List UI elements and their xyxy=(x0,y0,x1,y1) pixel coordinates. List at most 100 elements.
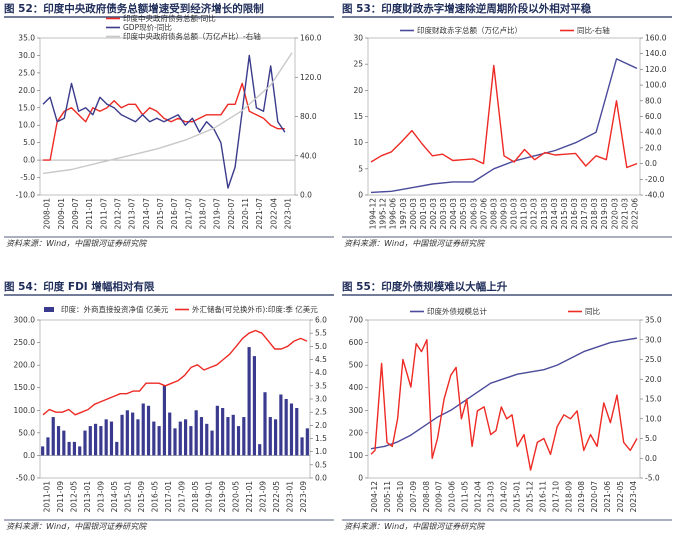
right-tick-label: 4.5 xyxy=(315,355,327,364)
x-tick-label: 2017-03 xyxy=(580,198,589,230)
x-tick-label: 2019-09 xyxy=(218,481,227,513)
left-tick-label: 30.0 xyxy=(18,51,35,60)
left-tick-label: 20 xyxy=(353,86,363,95)
legend-label: 印度中央政府债务总额（万亿卢比）-右轴 xyxy=(123,31,261,41)
x-tick-label: 2009-01 xyxy=(57,198,66,230)
left-tick-label: 200 xyxy=(349,428,364,437)
left-tick-label: 10.0 xyxy=(18,121,35,130)
x-tick-label: 2020-05 xyxy=(231,481,240,513)
bar xyxy=(78,446,82,456)
bar xyxy=(94,423,98,456)
x-tick-label: 2021-07 xyxy=(255,198,264,230)
bar xyxy=(247,347,251,456)
x-tick-label: 2008-03 xyxy=(489,198,498,230)
bar xyxy=(72,441,76,456)
bar xyxy=(189,426,193,456)
x-tick-label: 2011-09 xyxy=(56,481,65,513)
x-tick-label: 2021-09 xyxy=(258,481,267,513)
bar xyxy=(252,356,256,456)
x-tick-label: 1997-03 xyxy=(399,198,408,230)
x-tick-label: 2014-07 xyxy=(142,198,151,230)
bar xyxy=(83,430,87,456)
right-tick-label: 5.0 xyxy=(315,342,327,351)
x-tick-label: 1995-12 xyxy=(379,198,388,230)
legend-label: 同比-右轴 xyxy=(577,25,610,35)
left-tick-label: 0.0 xyxy=(23,451,35,460)
right-tick-label: 0.0 xyxy=(645,159,657,168)
right-tick-label: 0.0 xyxy=(645,454,657,463)
left-tick-label: 300.0 xyxy=(14,316,36,325)
x-tick-label: 1996-06 xyxy=(389,198,398,230)
x-tick-label: 2011-03 xyxy=(520,198,529,230)
right-tick-label: -5.0 xyxy=(645,474,660,483)
x-tick-label: 2016-11 xyxy=(538,481,547,513)
x-tick-label: 2007-09 xyxy=(409,481,418,513)
bar xyxy=(226,417,230,456)
right-tick-label: 3.0 xyxy=(315,395,327,404)
bar xyxy=(178,421,182,456)
x-tick-label: 1994-12 xyxy=(369,198,378,230)
x-tick-label: 2008-08 xyxy=(422,481,431,513)
x-tick-label: 2018-09 xyxy=(564,481,573,513)
left-tick-label: 15 xyxy=(353,112,363,121)
bar xyxy=(131,412,135,456)
x-tick-label: 2013-07 xyxy=(128,198,137,230)
bar xyxy=(258,444,262,456)
plot-frame xyxy=(39,37,296,196)
x-tick-label: 2018-05 xyxy=(191,481,200,513)
bar xyxy=(184,419,188,456)
bar xyxy=(221,408,225,456)
bar xyxy=(284,399,288,456)
bar xyxy=(88,426,92,456)
bar xyxy=(120,414,124,456)
x-tick-label: 2015-07 xyxy=(156,198,165,230)
right-tick-label: 25.0 xyxy=(645,355,662,364)
left-tick-label: -50.0 xyxy=(16,474,36,483)
x-tick-label: 2009-07 xyxy=(435,481,444,513)
bar xyxy=(157,426,161,456)
legend-label: 印度外债规模总计 xyxy=(427,306,487,316)
left-tick-label: 250.0 xyxy=(14,338,36,347)
x-tick-label: 2015-12 xyxy=(525,481,534,513)
bar xyxy=(300,437,304,456)
left-tick-label: 30 xyxy=(353,34,363,43)
series-line xyxy=(42,54,286,189)
x-tick-label: 2010-03 xyxy=(510,198,519,230)
x-tick-label: 2014-03 xyxy=(550,198,559,230)
x-tick-label: 2005-03 xyxy=(459,198,468,230)
x-tick-label: 2022-04 xyxy=(269,198,278,230)
x-tick-label: 2019-01 xyxy=(204,481,213,513)
chart-title: 图 54：印度 FDI 增幅相对有限 xyxy=(4,280,155,293)
left-tick-label: -5.0 xyxy=(20,173,35,182)
x-tick-label: 2009-03 xyxy=(500,198,509,230)
x-tick-label: 2014-02 xyxy=(500,481,509,513)
x-tick-label: 2000-03 xyxy=(409,198,418,230)
left-tick-label: 400 xyxy=(349,383,364,392)
bar xyxy=(268,417,272,456)
bar xyxy=(51,417,55,456)
right-tick-label: 60.0 xyxy=(645,112,662,121)
right-tick-label: 5.5 xyxy=(315,329,327,338)
right-tick-label: 0.5 xyxy=(315,460,327,469)
x-tick-label: 2016-05 xyxy=(150,481,159,513)
left-tick-label: 0 xyxy=(358,191,363,200)
source-note: 资料来源：Wind，中国银河证券研究院 xyxy=(6,239,148,248)
bar xyxy=(210,430,214,456)
x-tick-label: 2011-01 xyxy=(42,481,51,513)
bar xyxy=(242,417,246,456)
right-tick-label: 0.0 xyxy=(300,191,312,200)
x-tick-label: 2013-03 xyxy=(540,198,549,230)
x-tick-label: 2020-07 xyxy=(590,481,599,513)
legend-label: 同比 xyxy=(585,306,600,316)
x-tick-label: 2019-08 xyxy=(577,481,586,513)
x-tick-label: 2017-01 xyxy=(164,481,173,513)
right-tick-label: 40.0 xyxy=(645,128,662,137)
chart-title: 图 52：印度中央政府债务总额增速受到经济增长的限制 xyxy=(4,2,264,15)
bar xyxy=(231,414,235,456)
left-tick-label: 35.0 xyxy=(18,34,35,43)
x-tick-label: 2022-06 xyxy=(630,198,639,230)
series-line xyxy=(370,64,638,169)
bar xyxy=(99,426,103,456)
